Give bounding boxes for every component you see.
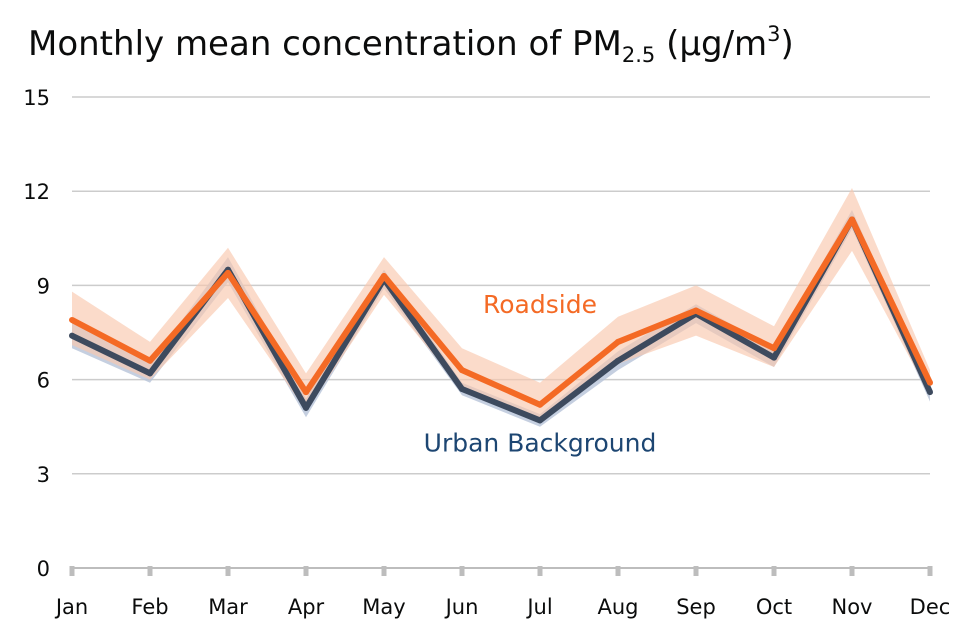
x-tick-label-feb: Feb	[131, 595, 168, 619]
point-roadside-jun	[459, 367, 465, 374]
tick-labels: 0 3 6 9 12 15 Jan Feb Mar Apr May Jun Jul Aug Sep Oct No…	[23, 86, 950, 619]
y-tick-label-6: 6	[37, 369, 50, 393]
x-tick-label-mar: Mar	[208, 595, 248, 619]
x-tick-label-nov: Nov	[832, 595, 873, 619]
point-roadside-jan	[69, 316, 75, 323]
point-roadside-feb	[147, 357, 153, 364]
y-tick-label-0: 0	[37, 557, 50, 581]
y-tick-label-15: 15	[23, 86, 50, 110]
x-tick-label-apr: Apr	[288, 595, 325, 619]
title-subscript: 2.5	[621, 43, 656, 67]
x-tick-label-jul: Jul	[525, 595, 552, 619]
x-tick-label-jan: Jan	[54, 595, 88, 619]
x-tick-label-may: May	[362, 595, 405, 619]
point-roadside-sep	[693, 307, 699, 314]
title-unit-close: )	[780, 24, 794, 64]
point-urban-background-jul	[537, 417, 543, 424]
line-roadside	[70, 216, 933, 408]
x-tick-label-dec: Dec	[910, 595, 951, 619]
point-roadside-nov	[849, 216, 855, 223]
label-urban-background: Urban Background	[424, 428, 657, 457]
series-annotations: Roadside Urban Background	[424, 290, 657, 457]
x-tick-label-oct: Oct	[756, 595, 792, 619]
point-roadside-mar	[225, 269, 231, 276]
title-unit-open: (μg/m	[655, 24, 768, 64]
point-roadside-dec	[927, 379, 933, 386]
series-lines	[69, 216, 933, 424]
point-roadside-jul	[537, 401, 543, 408]
point-urban-background-jun	[459, 386, 465, 393]
y-tick-label-3: 3	[37, 463, 50, 487]
x-tick-label-jun: Jun	[444, 595, 479, 619]
y-tick-label-12: 12	[23, 180, 50, 204]
y-tick-label-9: 9	[37, 274, 50, 298]
point-roadside-apr	[303, 389, 309, 396]
label-roadside: Roadside	[483, 290, 597, 319]
point-urban-background-feb	[147, 370, 153, 377]
chart-title: Monthly mean concentration of PM2.5 (μg/…	[28, 22, 794, 67]
x-tick-label-sep: Sep	[676, 595, 716, 619]
point-urban-background-dec	[927, 389, 933, 396]
title-main: Monthly mean concentration of PM	[28, 24, 622, 64]
point-urban-background-apr	[303, 404, 309, 411]
point-urban-background-oct	[771, 354, 777, 361]
x-tick-label-aug: Aug	[597, 595, 638, 619]
x-axis	[69, 566, 933, 576]
point-roadside-may	[381, 272, 387, 279]
point-roadside-aug	[615, 338, 621, 345]
title-superscript: 3	[767, 22, 781, 46]
point-urban-background-aug	[615, 357, 621, 364]
point-urban-background-jan	[69, 332, 75, 339]
point-roadside-oct	[771, 345, 777, 352]
